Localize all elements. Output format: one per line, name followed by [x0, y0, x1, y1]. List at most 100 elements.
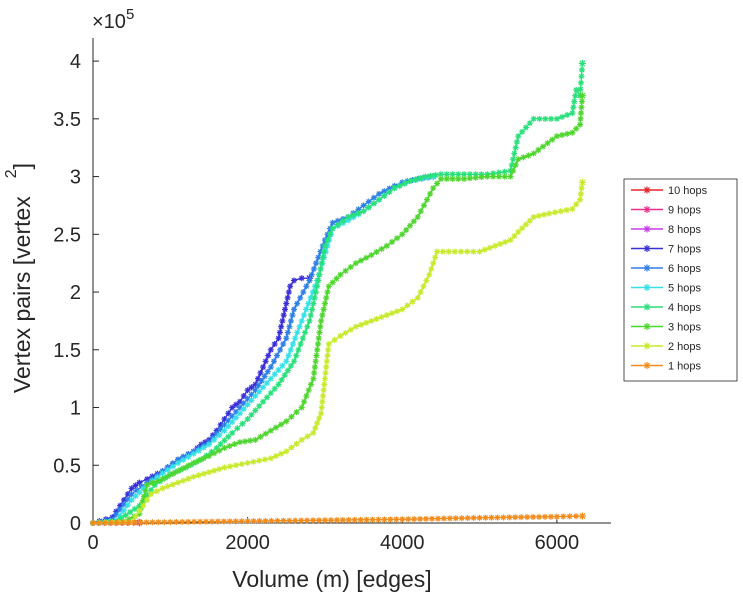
data-point [205, 469, 212, 476]
x-ticks: 0 2000 4000 6000 [87, 517, 579, 554]
data-point [229, 429, 236, 436]
y-exponent-base: ×10 [92, 11, 126, 33]
data-point [185, 518, 192, 525]
data-point [127, 509, 134, 516]
data-point [244, 459, 251, 466]
data-point [399, 306, 406, 313]
data-point [420, 283, 427, 290]
legend-marker [643, 323, 651, 330]
data-point [548, 115, 555, 122]
data-point [423, 277, 430, 284]
data-point [417, 515, 424, 522]
data-point [278, 450, 285, 457]
data-point [327, 517, 334, 524]
data-point [255, 382, 262, 389]
data-point [250, 458, 257, 465]
data-point [370, 200, 377, 207]
data-point [490, 173, 497, 180]
data-point [252, 436, 259, 443]
x-axis-title: Volume (m) [edges] [232, 566, 431, 592]
data-point [325, 346, 332, 353]
data-point [284, 294, 291, 301]
data-point [434, 515, 441, 522]
data-point [262, 430, 269, 437]
data-point [293, 440, 300, 447]
data-point [417, 289, 424, 296]
data-point [125, 519, 132, 526]
data-point [240, 405, 247, 412]
data-point [466, 175, 473, 182]
data-point [403, 226, 410, 233]
data-point [256, 457, 263, 464]
data-point [512, 144, 519, 151]
data-point [267, 375, 274, 382]
data-point [287, 362, 294, 369]
data-point [507, 237, 514, 244]
legend-label: 3 hops [668, 322, 702, 334]
data-point [90, 520, 96, 526]
data-point [225, 433, 232, 440]
data-point [310, 429, 317, 436]
data-point [221, 437, 228, 444]
series-1-hops [90, 512, 586, 526]
y-axis-title-close: ] [9, 163, 35, 169]
data-point [136, 489, 143, 496]
data-point [304, 517, 311, 524]
data-point [256, 403, 263, 410]
data-point [287, 346, 294, 353]
data-point [311, 369, 318, 376]
data-point [283, 448, 290, 455]
data-point [363, 319, 370, 326]
data-point [535, 212, 542, 219]
data-point [295, 346, 302, 353]
data-point [337, 271, 344, 278]
data-point [387, 516, 394, 523]
data-point [227, 463, 234, 470]
data-point [430, 185, 437, 192]
legend-item: 7 hops [631, 244, 702, 256]
data-point [311, 294, 318, 301]
data-point [283, 335, 290, 342]
data-point [271, 385, 278, 392]
y-tick-label: 2 [70, 282, 81, 304]
data-point [313, 260, 320, 267]
data-point [297, 294, 304, 301]
data-point [511, 150, 518, 157]
data-point [315, 517, 322, 524]
data-point [383, 312, 390, 319]
data-point [268, 517, 275, 524]
data-point [414, 213, 421, 220]
data-point [308, 381, 315, 388]
legend-item: 1 hops [631, 361, 702, 373]
data-point [564, 111, 571, 118]
data-point [169, 470, 176, 477]
data-point [180, 465, 187, 472]
data-point [285, 289, 292, 296]
legend-label: 7 hops [668, 244, 702, 256]
data-point [291, 306, 298, 313]
data-point [323, 358, 330, 365]
data-point [239, 420, 246, 427]
data-point [257, 369, 264, 376]
data-point [195, 472, 202, 479]
data-point [302, 329, 309, 336]
data-point [329, 225, 336, 232]
data-point [329, 279, 336, 286]
data-point [530, 213, 537, 220]
data-point [293, 409, 300, 416]
data-point [368, 252, 375, 259]
data-point [247, 437, 254, 444]
data-point [310, 517, 317, 524]
data-point [551, 209, 558, 216]
data-point [248, 397, 255, 404]
data-point [381, 188, 388, 195]
data-point [352, 260, 359, 267]
data-point [502, 239, 509, 246]
data-point [525, 152, 532, 159]
data-point [303, 283, 310, 290]
data-point [530, 150, 537, 157]
legend-item: 9 hops [631, 205, 702, 217]
series-line [92, 175, 434, 524]
data-point [573, 125, 580, 132]
data-point [244, 518, 251, 525]
